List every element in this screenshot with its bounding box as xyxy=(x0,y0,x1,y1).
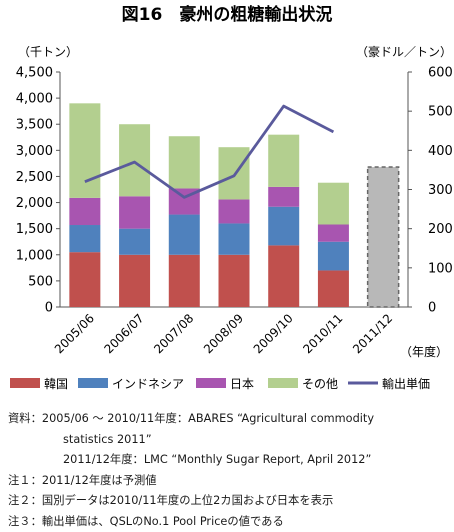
legend-label: 日本 xyxy=(230,377,254,391)
chart-title: 図16 豪州の粗糖輸出状況 xyxy=(122,4,333,25)
bar-segment xyxy=(69,225,101,253)
bar-segment xyxy=(168,136,200,189)
y-left-tick-label: 500 xyxy=(28,274,53,289)
note-2: 注２：国別データは2010/11年度の上位2カ国および日本を表示 xyxy=(8,494,334,507)
chart: 図16 豪州の粗糖輸出状況 （千トン） （豪ドル／トン） （年度） 0 500 1,… xyxy=(10,4,453,391)
bar-segment xyxy=(168,254,200,307)
bar-segment xyxy=(268,186,300,207)
forecast-bar xyxy=(366,166,400,308)
bar-segment xyxy=(119,124,151,197)
x-tick-label: 2011/12 xyxy=(350,311,395,356)
bar-segment xyxy=(168,214,200,255)
note-1: 注１：2011/12年度は予測値 xyxy=(8,473,157,487)
y-left-tick-label: 4,000 xyxy=(16,92,53,107)
y-right-tick-label: 500 xyxy=(428,105,453,120)
bar-segment xyxy=(119,228,151,255)
y-right-tick-label: 0 xyxy=(428,301,436,316)
bar-segment xyxy=(69,252,101,307)
bar-segment xyxy=(317,241,349,271)
y-right-tick-label: 100 xyxy=(428,261,453,276)
bar-segment xyxy=(119,196,151,229)
y-left-tick-label: 0 xyxy=(45,301,53,316)
x-tick-label: 2006/07 xyxy=(102,311,147,356)
y-right-unit: （豪ドル／トン） xyxy=(356,44,452,59)
x-tick-label: 2009/10 xyxy=(251,311,296,356)
legend-label: 韓国 xyxy=(44,377,68,391)
note-source-1: 資料：2005/06 ～ 2010/11年度：ABARES “Agricultu… xyxy=(8,412,375,425)
x-tick-label: 2010/11 xyxy=(300,311,345,356)
legend: 韓国 インドネシア 日本 その他 輸出単価 xyxy=(10,376,430,391)
note-3: 注３：輸出単価は、QSLのNo.1 Pool Priceの値である xyxy=(8,514,284,528)
x-tick-label: 2005/06 xyxy=(52,311,97,356)
bar-segment xyxy=(218,199,250,224)
legend-swatch xyxy=(78,378,108,388)
bar-segment xyxy=(69,103,101,198)
bar-segment xyxy=(268,206,300,246)
bar-segment xyxy=(218,254,250,307)
bar-segment xyxy=(268,245,300,307)
y-right-tick-label: 400 xyxy=(428,144,453,159)
legend-label: その他 xyxy=(302,377,338,391)
y-right-tick-label: 200 xyxy=(428,222,453,237)
legend-label: インドネシア xyxy=(112,377,184,391)
x-tick-label: 2008/09 xyxy=(201,311,246,356)
line-series-export-price xyxy=(84,104,335,199)
y-left-tick-label: 1,000 xyxy=(16,248,53,263)
y-left-tick-label: 1,500 xyxy=(16,222,53,237)
y-left-tick-label: 3,500 xyxy=(16,118,53,133)
y-left-tick-label: 2,500 xyxy=(16,170,53,185)
legend-swatch xyxy=(268,378,298,388)
legend-label: 輸出単価 xyxy=(382,376,430,391)
note-source-2: statistics 2011” xyxy=(63,432,152,446)
y-left-unit: （千トン） xyxy=(18,45,78,59)
y-right-tick-label: 300 xyxy=(428,183,453,198)
plot-area: 0 500 1,000 1,500 2,000 2,500 3,000 3,500 4,000 4… xyxy=(16,66,453,357)
legend-swatch xyxy=(10,378,40,388)
note-source-3: 2011/12年度：LMC “Monthly Sugar Report, Apr… xyxy=(63,453,372,466)
bar-segment xyxy=(317,182,349,225)
bar-segment xyxy=(69,197,101,226)
notes: 資料：2005/06 ～ 2010/11年度：ABARES “Agricultu… xyxy=(8,409,452,532)
bar-segment xyxy=(218,223,250,255)
x-unit: （年度） xyxy=(400,344,448,359)
bar-segment xyxy=(317,270,349,307)
bar-segment xyxy=(218,147,250,200)
x-tick-label: 2007/08 xyxy=(151,311,196,356)
bar-segment xyxy=(268,134,300,187)
bar-segment xyxy=(119,254,151,307)
y-left-tick-label: 2,000 xyxy=(16,196,53,211)
y-right-tick-label: 600 xyxy=(428,66,453,81)
legend-swatch xyxy=(196,378,226,388)
y-left-tick-label: 4,500 xyxy=(16,66,53,81)
bar-segment xyxy=(317,224,349,242)
y-left-tick-label: 3,000 xyxy=(16,144,53,159)
